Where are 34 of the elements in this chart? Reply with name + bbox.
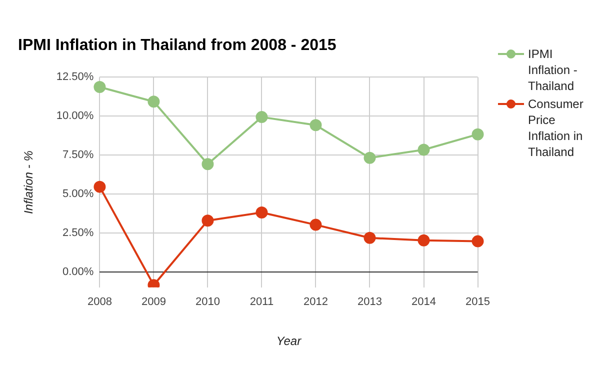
y-tick-label: 7.50% (62, 149, 94, 162)
y-tick-label: 2.50% (62, 226, 94, 239)
point (310, 218, 322, 231)
y-tick-label: 12.50% (56, 71, 94, 84)
point (472, 235, 484, 248)
y-tick-label: 10.00% (56, 110, 94, 122)
x-axis-title: Year (276, 334, 302, 348)
legend-label: Consumer Price Inflation in Thailand (528, 96, 584, 160)
x-tick-label: 2008 (87, 296, 112, 308)
point (310, 119, 322, 132)
chart-title: IPMI Inflation in Thailand from 2008 - 2015 (18, 37, 336, 54)
point (256, 206, 268, 219)
legend-label: IPMI Inflation - Thailand (528, 46, 578, 94)
point (148, 96, 160, 108)
point (472, 128, 484, 140)
point (94, 180, 106, 193)
y-axis-title: Inflation - % (22, 150, 36, 214)
x-tick-label: 2011 (250, 296, 274, 308)
point (364, 152, 376, 164)
point (418, 144, 430, 156)
point (364, 232, 376, 244)
y-tick-label: 5.00% (62, 188, 94, 200)
x-tick-label: 2009 (141, 296, 166, 308)
point (202, 158, 214, 170)
x-tick-label: 2013 (358, 296, 382, 308)
x-tick-label: 2010 (195, 296, 220, 308)
point (202, 214, 214, 227)
y-tick-label: 0.00% (62, 266, 94, 278)
point (256, 111, 268, 124)
x-tick-label: 2015 (466, 296, 490, 308)
point (418, 234, 430, 246)
point (94, 81, 106, 94)
x-tick-label: 2014 (412, 296, 436, 308)
x-tick-label: 2012 (304, 296, 328, 308)
